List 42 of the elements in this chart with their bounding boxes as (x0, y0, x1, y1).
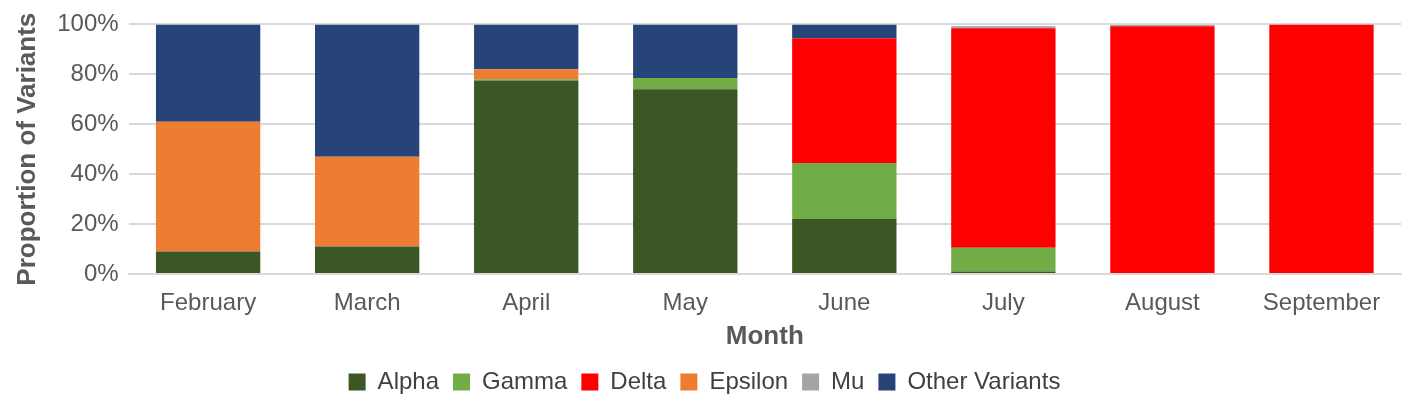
bar (155, 121, 261, 252)
bar (951, 247, 1056, 272)
bar (314, 246, 420, 273)
x-tick-label: February (160, 288, 257, 316)
y-axis-title: Proportion of Variants (10, 12, 41, 286)
x-tick-label: May (662, 288, 708, 316)
x-axis-title: Month (725, 319, 804, 350)
x-tick-label: June (818, 288, 871, 316)
bar (314, 156, 420, 247)
legend-label: Alpha (377, 366, 440, 394)
y-tick-label: 0% (83, 258, 119, 286)
bar (792, 162, 897, 220)
bar (633, 24, 738, 79)
legend-label: Gamma (482, 366, 568, 394)
bar (951, 28, 1056, 248)
legend-label: Delta (610, 366, 668, 394)
x-tick-label: September (1262, 288, 1381, 316)
x-tick-label: July (982, 288, 1025, 316)
bar (1269, 24, 1374, 273)
bar (633, 78, 738, 90)
legend-label: Epsilon (709, 366, 789, 394)
bar (474, 80, 579, 273)
y-tick-label: 100% (57, 9, 119, 37)
x-tick-label: August (1125, 288, 1201, 316)
y-tick-label: 20% (70, 208, 119, 236)
bar (633, 89, 738, 273)
y-tick-label: 40% (70, 158, 119, 186)
legend-label: Other Variants (907, 366, 1061, 394)
bar (474, 24, 579, 70)
bar (792, 219, 897, 273)
bar (1110, 26, 1215, 273)
bar (792, 24, 897, 39)
x-tick-label: March (333, 288, 401, 316)
bar (792, 38, 897, 163)
y-tick-label: 80% (70, 58, 119, 86)
y-tick-label: 60% (70, 108, 119, 136)
bar (155, 251, 261, 273)
legend-label: Mu (831, 366, 865, 394)
bar (155, 24, 261, 122)
bar (474, 69, 579, 80)
x-tick-label: April (502, 288, 551, 316)
bar (314, 24, 420, 157)
